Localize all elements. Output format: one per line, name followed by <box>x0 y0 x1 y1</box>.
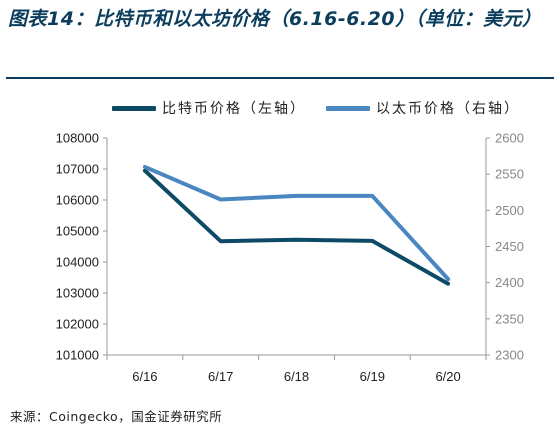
y-left-tick-label: 106000 <box>56 193 99 208</box>
y-left-tick-label: 103000 <box>56 286 99 301</box>
y-right-tick-label: 2350 <box>495 311 524 326</box>
legend-swatch-eth <box>326 105 370 111</box>
series-line-btc <box>142 168 451 286</box>
figure-title: 图表14：比特币和以太坊价格（6.16-6.20）（单位：美元） <box>8 8 542 30</box>
x-tick-label: 6/20 <box>435 369 460 384</box>
y-right-tick-label: 2600 <box>495 131 524 146</box>
title-divider <box>6 77 554 79</box>
y-right-tick-label: 2400 <box>495 275 524 290</box>
legend-item-btc: 比特币价格（左轴） <box>112 96 306 120</box>
x-tick-label: 6/16 <box>132 369 157 384</box>
legend-swatch-btc <box>112 105 156 111</box>
y-right-tick-label: 2550 <box>495 167 524 182</box>
y-right-tick-label: 2300 <box>495 348 524 363</box>
legend-label-eth: 以太币价格（右轴） <box>376 101 520 117</box>
series-line-eth <box>142 164 451 282</box>
y-left-tick-label: 102000 <box>56 317 99 332</box>
legend-item-eth: 以太币价格（右轴） <box>326 96 520 120</box>
y-left-tick-label: 101000 <box>56 348 99 363</box>
source-note: 来源：Coingecko，国金证券研究所 <box>10 409 223 424</box>
axes: 101000 102000 103000 104000 105000 106000 1070… <box>56 131 524 385</box>
legend-label-btc: 比特币价格（左轴） <box>162 101 306 117</box>
x-tick-label: 6/18 <box>284 369 309 384</box>
y-right-tick-label: 2500 <box>495 203 524 218</box>
y-left-tick-label: 108000 <box>56 131 99 146</box>
series-lines <box>142 164 451 286</box>
x-tick-label: 6/17 <box>208 369 233 384</box>
y-right-tick-label: 2450 <box>495 239 524 254</box>
y-left-tick-label: 107000 <box>56 162 99 177</box>
y-left-tick-label: 104000 <box>56 255 99 270</box>
y-left-tick-label: 105000 <box>56 224 99 239</box>
chart-legend: 比特币价格（左轴） 以太币价格（右轴） <box>0 96 559 120</box>
x-tick-label: 6/19 <box>360 369 385 384</box>
